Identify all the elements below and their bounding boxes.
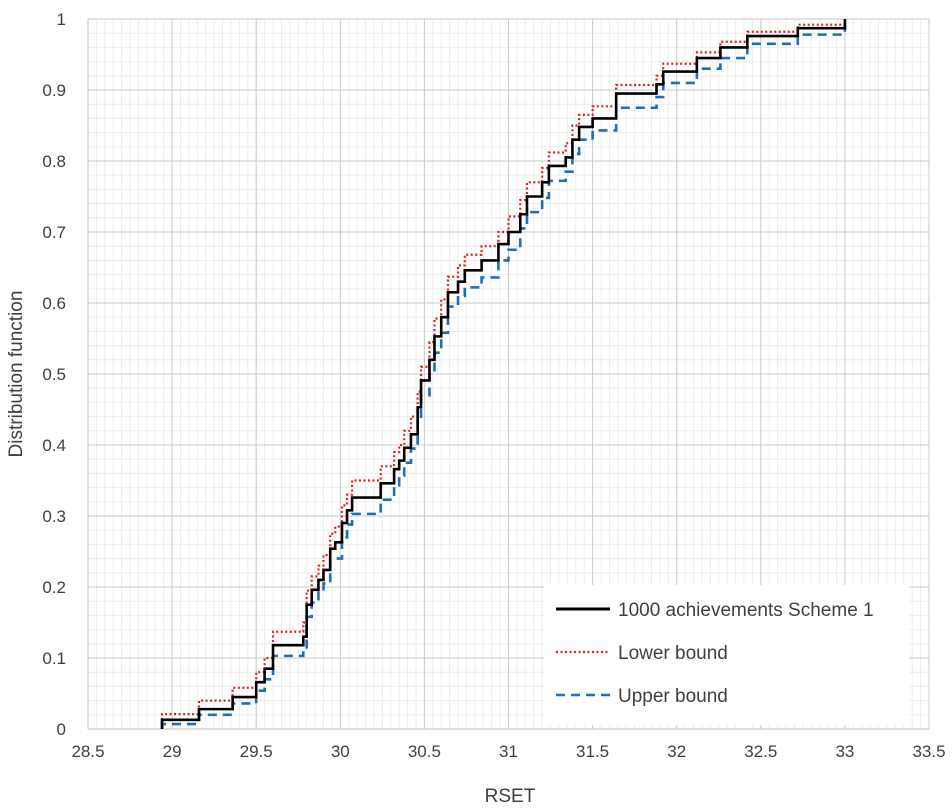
y-tick-label: 0.3 — [42, 507, 66, 526]
x-tick-label: 31 — [499, 742, 518, 761]
x-tick-label: 29 — [163, 742, 182, 761]
x-tick-label: 33 — [835, 742, 854, 761]
legend-label-lower: Lower bound — [618, 643, 728, 664]
y-tick-label: 0.5 — [42, 365, 66, 384]
y-tick-labels: 0 0.1 0.2 0.3 0.4 0.5 0.6 0.7 0.8 0.9 1 — [42, 10, 66, 739]
series-line-upper-bound — [160, 19, 847, 729]
x-axis-title: RSET — [485, 786, 536, 807]
y-tick-label: 1 — [57, 10, 66, 29]
y-tick-label: 0.2 — [42, 578, 66, 597]
x-tick-label: 32 — [667, 742, 686, 761]
y-tick-label: 0.8 — [42, 152, 66, 171]
series-layer — [160, 19, 847, 729]
y-tick-label: 0.4 — [42, 436, 66, 455]
legend-label-upper: Upper bound — [618, 686, 728, 707]
x-tick-label: 31.5 — [576, 742, 609, 761]
legend: 1000 achievements Scheme 1 Lower bound U… — [544, 585, 909, 725]
axes — [87, 19, 929, 730]
x-tick-labels: 28.5 29 29.5 30 30.5 31 31.5 32 32.5 33 33.5 — [71, 742, 945, 761]
y-tick-label: 0.7 — [42, 223, 66, 242]
x-tick-label: 30.5 — [408, 742, 441, 761]
x-tick-label: 29.5 — [240, 742, 273, 761]
x-tick-label: 33.5 — [912, 742, 945, 761]
x-tick-label: 28.5 — [71, 742, 104, 761]
y-axis-title: Distribution function — [6, 291, 27, 458]
x-tick-label: 30 — [331, 742, 350, 761]
y-tick-label: 0.1 — [42, 649, 66, 668]
y-tick-label: 0.9 — [42, 81, 66, 100]
y-tick-label: 0.6 — [42, 294, 66, 313]
series-line-1000-achievements-scheme-1 — [160, 19, 847, 729]
y-tick-label: 0 — [57, 720, 66, 739]
x-tick-label: 32.5 — [744, 742, 777, 761]
legend-label-scheme1: 1000 achievements Scheme 1 — [618, 600, 874, 621]
